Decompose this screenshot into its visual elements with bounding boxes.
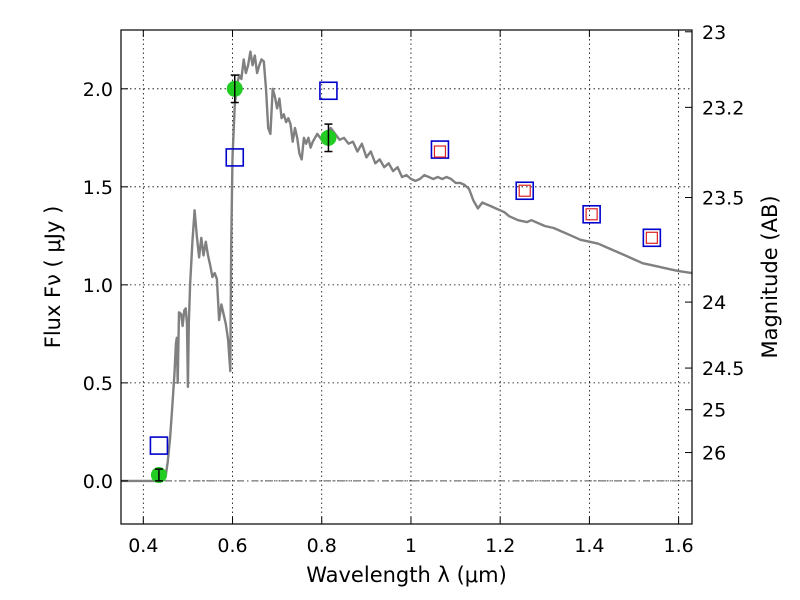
model-band-inner-square [585,208,598,221]
model-band-square [149,436,169,455]
y-tick-label: 1.5 [83,177,113,199]
grid-lines [121,30,692,524]
y2-axis-ticks: 23 23.2 23.5 24 24.5 25 26 [685,22,744,465]
x-tick-label: 1.6 [664,535,694,557]
y-axis-ticks: 0.0 0.5 1.0 1.5 2.0 [83,79,128,493]
x-axis-label: Wavelength λ (μm) [306,563,507,587]
photometry-point [150,466,167,483]
y-axis-label: Flux Fν ( μJy ) [41,206,65,349]
x-tick-label: 1.2 [485,535,515,557]
model-band-square [582,204,601,224]
y-tick-label: 0.0 [83,471,113,493]
y2-tick-label: 26 [702,443,726,465]
model-band-square [515,181,535,201]
x-tick-label: 1.4 [574,535,604,557]
photometry-point [226,74,243,104]
y2-tick-label: 25 [702,400,726,422]
model-band-inner-square [645,231,658,244]
plot-frame [120,29,693,525]
y2-axis-label: Magnitude (AB) [758,195,782,358]
y2-tick-label: 23.2 [702,97,744,119]
x-tick-label: 0.8 [307,535,337,557]
y-tick-label: 2.0 [83,79,113,101]
data-series [121,50,692,483]
y-tick-label: 0.5 [83,373,113,395]
model-band-square [642,228,662,248]
y-tick-label: 1.0 [83,275,113,297]
model-band-inner-square [518,184,531,197]
model-band-inner-square [433,145,447,158]
model-spectrum-line [121,50,692,483]
model-band-square [430,140,450,159]
x-tick-label: 1 [405,535,417,557]
x-axis-ticks: 0.4 0.6 0.8 1 1.2 1.4 1.6 [128,30,694,557]
x-tick-label: 0.6 [217,535,247,557]
y2-tick-label: 24.5 [702,358,744,380]
model-band-square [319,81,338,101]
x-tick-label: 0.4 [128,535,158,557]
y2-tick-label: 24 [702,292,726,314]
y2-tick-label: 23.5 [702,188,744,210]
model-band-square [225,148,245,167]
y2-tick-label: 23 [702,22,726,44]
photometry-point [320,123,337,153]
